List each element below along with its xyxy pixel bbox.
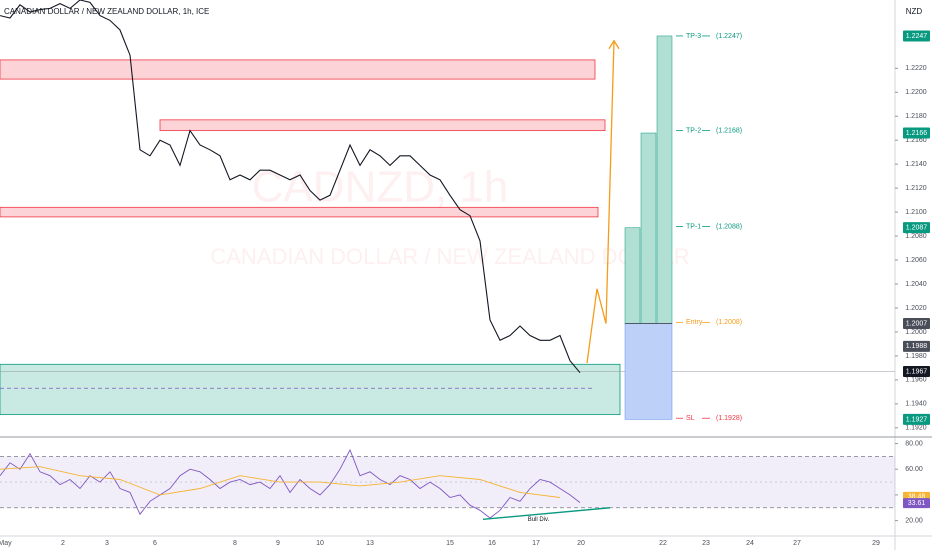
price-label: 1.1927 — [906, 416, 928, 423]
watermark: CADNZD, 1h — [252, 163, 509, 212]
y-tick-label: 1.2120 — [905, 185, 927, 192]
x-tick-label: 27 — [793, 540, 801, 547]
price-label: 1.2007 — [906, 320, 928, 327]
zone — [159, 119, 606, 132]
y-tick-label: 1.2160 — [905, 137, 927, 144]
target-name: Entry — [686, 319, 703, 326]
x-tick-label: 23 — [702, 540, 710, 547]
divergence-line — [482, 507, 611, 521]
x-tick-label: 24 — [746, 540, 754, 547]
target-value: (1.2247) — [716, 33, 742, 40]
stop-box — [624, 323, 673, 420]
y-tick-label: 20.00 — [905, 517, 923, 524]
target-name: SL — [686, 415, 695, 422]
x-tick-label: May — [0, 540, 12, 547]
rsi-label: 38.48 — [908, 494, 926, 501]
y-tick-label: 1.1920 — [905, 425, 927, 432]
target-value: (1.2088) — [716, 223, 742, 230]
y-tick-label: 1.2080 — [905, 233, 927, 240]
x-tick-label: 15 — [446, 540, 454, 547]
price-label-box — [903, 340, 930, 352]
x-tick-label: 17 — [532, 540, 540, 547]
x-tick-label: 13 — [366, 540, 374, 547]
chart-title: CANADIAN DOLLAR / NEW ZEALAND DOLLAR, 1h… — [4, 7, 209, 16]
x-tick-label: 8 — [233, 540, 237, 547]
zone — [0, 363, 621, 416]
price-label: 1.2087 — [906, 225, 928, 232]
target-box — [656, 35, 673, 324]
y-tick-label: 1.2100 — [905, 209, 927, 216]
price-label-box — [903, 413, 930, 425]
rsi-label-box — [903, 498, 930, 509]
target-name: TP-3 — [686, 33, 701, 40]
rsi-line — [0, 466, 561, 498]
arrow-head — [608, 39, 620, 50]
zone — [0, 59, 596, 80]
y-tick-label: 1.2040 — [905, 281, 927, 288]
price-label-box — [903, 127, 930, 139]
y-tick-label: 80.00 — [905, 440, 923, 447]
price-label-box — [903, 30, 930, 42]
x-tick-label: 16 — [488, 540, 496, 547]
x-tick-label: 9 — [276, 540, 280, 547]
x-tick-label: 20 — [577, 540, 585, 547]
price-label: 1.1988 — [906, 343, 928, 350]
divergence-label: Bull Div. — [528, 517, 550, 523]
x-tick-label: 29 — [872, 540, 880, 547]
watermark: CANADIAN DOLLAR / NEW ZEALAND DOLLAR — [210, 244, 689, 269]
target-box — [640, 132, 657, 324]
projection — [586, 40, 615, 364]
target-value: (1.1928) — [716, 415, 742, 422]
price-label-box — [903, 222, 930, 234]
y-tick-label: 1.1980 — [905, 353, 927, 360]
x-tick-label: 3 — [105, 540, 109, 547]
y-tick-label: 1.2200 — [905, 89, 927, 96]
y-tick-label: 1.2180 — [905, 113, 927, 120]
y-tick-label: 1.1940 — [905, 401, 927, 408]
rsi-line — [0, 448, 581, 519]
y-tick-label: 1.2060 — [905, 257, 927, 264]
price-line — [0, 0, 581, 374]
y-tick-label: 1.1960 — [905, 377, 927, 384]
price-label: 1.1967 — [906, 368, 928, 375]
zone — [0, 206, 599, 218]
x-tick-label: 10 — [316, 540, 324, 547]
y-tick-label: 60.00 — [905, 466, 923, 473]
y-tick-label: 1.2140 — [905, 161, 927, 168]
target-name: TP-2 — [686, 127, 701, 134]
price-label: 1.2166 — [906, 130, 928, 137]
target-box — [624, 227, 641, 324]
x-tick-label: 6 — [153, 540, 157, 547]
target-name: TP-1 — [686, 223, 701, 230]
axis-unit: NZD — [906, 7, 923, 16]
target-value: (1.2008) — [716, 319, 742, 326]
y-tick-label: 1.2000 — [905, 329, 927, 336]
x-tick-label: 2 — [61, 540, 65, 547]
target-value: (1.2168) — [716, 127, 742, 134]
price-label-box — [903, 365, 930, 377]
price-label-box — [903, 318, 930, 330]
y-tick-label: 1.2220 — [905, 65, 927, 72]
price-label: 1.2247 — [906, 33, 928, 40]
rsi-label: 33.61 — [908, 500, 926, 507]
x-tick-label: 22 — [659, 540, 667, 547]
y-tick-label: 1.2020 — [905, 305, 927, 312]
